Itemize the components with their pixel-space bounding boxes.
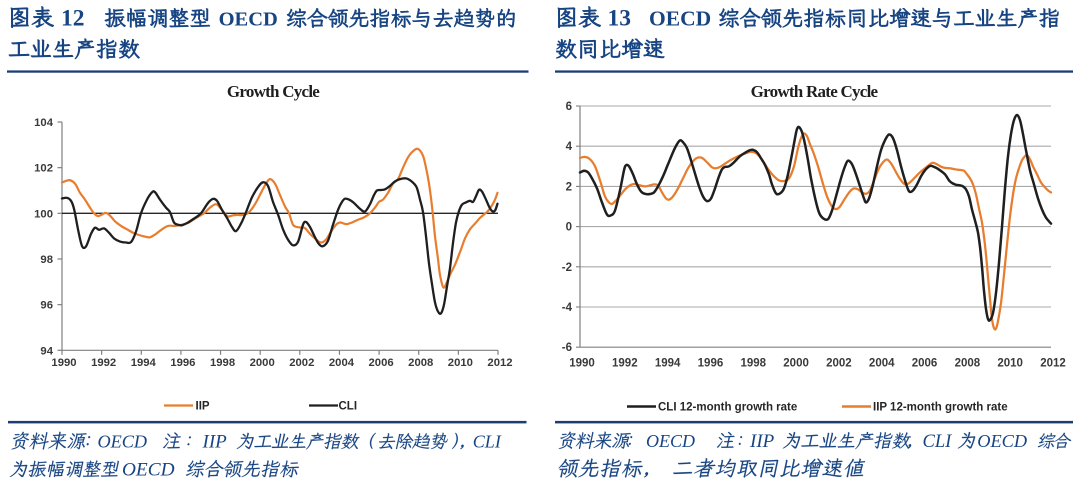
svg-text:IIP 12-month growth rate: IIP 12-month growth rate — [873, 402, 1008, 414]
svg-text:1994: 1994 — [655, 358, 681, 370]
svg-text:OECD: OECD — [122, 460, 175, 481]
svg-text:2012: 2012 — [1040, 358, 1066, 370]
svg-text:13: 13 — [608, 6, 632, 32]
svg-text:1992: 1992 — [91, 357, 116, 369]
svg-text:CLI: CLI — [339, 401, 358, 413]
svg-text:1998: 1998 — [210, 357, 235, 369]
svg-text:2: 2 — [566, 181, 572, 193]
svg-text:1990: 1990 — [569, 358, 595, 370]
svg-text:2000: 2000 — [250, 357, 275, 369]
svg-text:1992: 1992 — [612, 358, 638, 370]
svg-text:1990: 1990 — [51, 357, 76, 369]
svg-text:2004: 2004 — [869, 358, 895, 370]
svg-text:100: 100 — [34, 208, 53, 220]
svg-text:-6: -6 — [562, 342, 572, 354]
svg-text:2004: 2004 — [329, 357, 355, 369]
svg-text:OECD: OECD — [98, 432, 148, 452]
svg-text:OECD: OECD — [977, 431, 1027, 451]
svg-text:2010: 2010 — [997, 358, 1023, 370]
svg-text:Growth Rate Cycle: Growth Rate Cycle — [751, 82, 879, 101]
svg-text:4: 4 — [566, 141, 573, 153]
svg-text:96: 96 — [40, 300, 53, 312]
svg-text:0: 0 — [566, 222, 572, 234]
svg-text:1994: 1994 — [131, 357, 157, 369]
svg-text:6: 6 — [566, 101, 572, 113]
svg-text:CLI 12-month growth rate: CLI 12-month growth rate — [658, 402, 797, 414]
svg-text:IIP: IIP — [749, 431, 775, 452]
svg-text:2010: 2010 — [448, 357, 473, 369]
svg-text:94: 94 — [40, 345, 53, 357]
svg-text:OECD: OECD — [649, 7, 711, 31]
svg-text:98: 98 — [40, 254, 53, 266]
svg-text:2008: 2008 — [955, 358, 981, 370]
svg-text:104: 104 — [34, 117, 54, 129]
svg-text:OECD: OECD — [646, 431, 695, 451]
svg-text:-2: -2 — [562, 262, 572, 274]
svg-text:102: 102 — [34, 163, 53, 175]
svg-text:1998: 1998 — [740, 358, 766, 370]
svg-text:IIP: IIP — [202, 432, 228, 453]
svg-text:CLI: CLI — [473, 432, 502, 452]
svg-text:-4: -4 — [562, 302, 573, 314]
svg-text:CLI: CLI — [923, 432, 953, 452]
svg-text:2002: 2002 — [826, 358, 852, 370]
svg-text:2012: 2012 — [487, 357, 512, 369]
svg-text:2008: 2008 — [408, 357, 433, 369]
svg-text:IIP: IIP — [196, 401, 210, 413]
svg-text:1996: 1996 — [170, 357, 195, 369]
svg-text:Growth Cycle: Growth Cycle — [227, 82, 320, 101]
svg-text:1996: 1996 — [698, 358, 724, 370]
svg-text:OECD: OECD — [219, 9, 278, 31]
svg-text:2000: 2000 — [783, 358, 809, 370]
svg-text:12: 12 — [61, 6, 85, 32]
svg-text:2006: 2006 — [912, 358, 938, 370]
svg-text:2002: 2002 — [289, 357, 314, 369]
svg-text:2006: 2006 — [369, 357, 394, 369]
